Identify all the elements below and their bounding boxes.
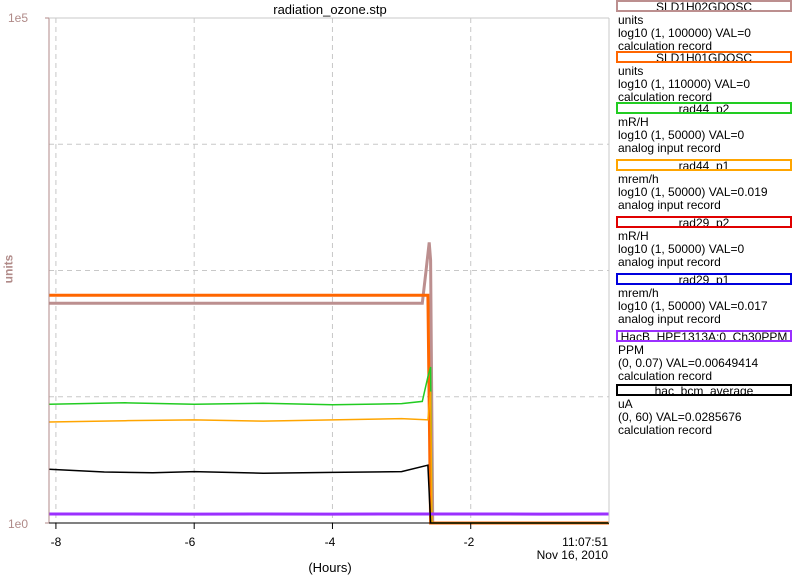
legend-range: log10 (1, 50000) VAL=0.017 [618,299,768,313]
legend-desc: calculation record [618,90,713,104]
legend-unit: PPM [618,343,645,357]
legend-unit: mrem/h [618,286,659,300]
y-tick-bottom: 1e0 [8,517,29,531]
legend-desc: analog input record [618,198,721,212]
grid [49,18,609,523]
chart-title: radiation_ozone.stp [273,2,387,17]
legend-swatch: SLD1H01GDOSC [616,51,792,63]
x-tick-label: -4 [324,535,336,549]
legend-swatch: rad29_p1 [616,273,792,285]
legend-unit: mrem/h [618,172,659,186]
legend-unit: mR/H [618,115,649,129]
x-tick-label: -2 [463,535,475,549]
legend-swatch: HacB_HPE1313A:0_Ch30PPM [616,330,792,342]
series-line-rad44-p1 [48,391,609,524]
legend-range: (0, 60) VAL=0.0285676 [618,410,742,424]
end-date-label: Nov 16, 2010 [536,548,608,562]
legend-range: log10 (1, 110000) VAL=0 [618,77,750,91]
legend-desc: analog input record [618,141,721,155]
legend-range: log10 (1, 100000) VAL=0 [618,26,751,40]
legend-desc: calculation record [618,423,713,437]
x-axis-label: (Hours) [308,560,352,575]
series-line-sld1h01gdosc [49,293,609,525]
x-tick-label: -6 [184,535,196,549]
legend-swatch: rad29_p2 [616,216,792,228]
legend-range: log10 (1, 50000) VAL=0 [618,128,745,142]
end-time-label: 11:07:51 [562,535,608,549]
legend-desc: calculation record [618,39,713,53]
legend-swatch: SLD1H02GDOSC [616,0,792,12]
legend-range: (0, 0.07) VAL=0.00649414 [618,356,759,370]
legend-unit: units [618,13,644,27]
series-line-sld1h02gdosc [49,242,609,525]
axes [45,17,610,529]
x-tick-label: -8 [50,535,62,549]
legend-desc: calculation record [618,369,713,383]
series-line-hac-bcm-average [48,464,609,524]
legend-desc: analog input record [618,255,721,269]
y-tick-top: 1e5 [8,11,29,25]
series-line-rad44-p2 [48,366,609,524]
legend-range: log10 (1, 50000) VAL=0 [618,242,745,256]
legend-swatch: hac_bcm_average [616,384,792,396]
legend-unit: units [618,64,644,78]
legend-unit: uA [618,397,633,411]
legend-desc: analog input record [618,312,721,326]
legend-unit: mR/H [618,229,649,243]
y-axis-label: units [1,254,16,284]
series-lines [48,242,610,525]
legend-range: log10 (1, 50000) VAL=0.019 [618,185,768,199]
legend-swatch: rad44_p1 [616,159,792,171]
legend-swatch: rad44_p2 [616,102,792,114]
